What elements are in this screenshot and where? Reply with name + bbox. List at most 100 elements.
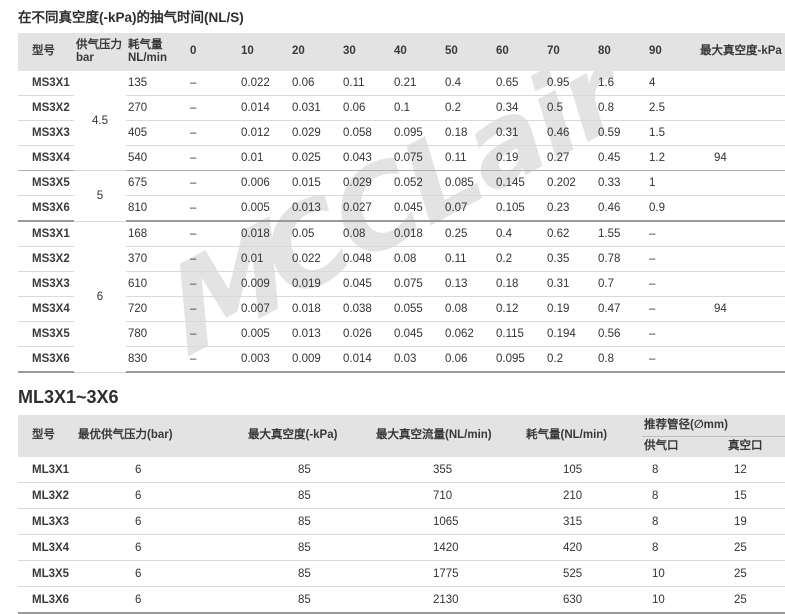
value-cell: 0.009 [290, 346, 341, 373]
value-cell: 0.031 [290, 95, 341, 121]
col-header-air-consumption: 耗气量 NL/min [126, 33, 188, 71]
max-vacuum-cell: 85 [246, 560, 374, 587]
value-cell: 0.1 [392, 95, 443, 121]
max-vacuum-cell: 85 [246, 457, 374, 483]
table-row: ML3X5 6 85 1775 525 10 25 [18, 560, 785, 587]
table-row: ML3X4 6 85 1420 420 8 25 [18, 534, 785, 561]
model-cell: ML3X4 [18, 534, 76, 561]
value-cell: 0.062 [443, 321, 494, 347]
value-cell: 0.56 [596, 321, 647, 347]
col-header-vacuum-90: 90 [647, 33, 698, 71]
value-cell: 0.075 [392, 145, 443, 171]
value-cell: 0.5 [545, 95, 596, 121]
value-cell: 0.23 [545, 195, 596, 222]
vacuum-port-cell: 15 [726, 482, 785, 509]
table-row: MS3X2 370–0.01 0.022 0.048 0.08 0.11 0.2 0.35 0.… [18, 246, 785, 272]
table-row: MS3X4 720–0.007 0.018 0.038 0.055 0.08 0.12 0.1… [18, 296, 785, 322]
value-cell: 0.025 [290, 145, 341, 171]
value-cell: 0.8 [596, 346, 647, 373]
supply-port-cell: 10 [642, 560, 726, 587]
model-cell: MS3X6 [18, 195, 74, 222]
model-cell: ML3X2 [18, 482, 76, 509]
value-cell: – [188, 296, 239, 322]
value-cell: – [647, 221, 698, 247]
value-cell: 0.194 [545, 321, 596, 347]
value-cell: 0.013 [290, 321, 341, 347]
air-consumption-cell: 810 [126, 195, 188, 222]
model-cell: MS3X6 [18, 346, 74, 373]
vacuum-port-cell: 25 [726, 560, 785, 587]
value-cell: – [188, 195, 239, 222]
table-row: MS3X3 610–0.009 0.019 0.045 0.075 0.13 0.18 0.3… [18, 271, 785, 297]
col-header-supply-port: 供气口 [642, 436, 726, 457]
value-cell: 0.11 [341, 71, 392, 96]
air-consumption-cell: 720 [126, 296, 188, 322]
value-cell: 0.06 [341, 95, 392, 121]
value-cell: 0.026 [341, 321, 392, 347]
max-flow-cell: 2130 [374, 586, 524, 614]
model-cell: MS3X2 [18, 246, 74, 272]
max-vacuum-cell [698, 195, 785, 222]
value-cell: 0.47 [596, 296, 647, 322]
max-vacuum-cell [698, 346, 785, 373]
value-cell: 0.048 [341, 246, 392, 272]
value-cell: 0.07 [443, 195, 494, 222]
table-row: MS3X3 405–0.012 0.029 0.058 0.095 0.18 0.31 0.4… [18, 120, 785, 146]
air-consumption-cell: 610 [126, 271, 188, 297]
value-cell: – [188, 170, 239, 196]
model-cell: MS3X2 [18, 95, 74, 121]
air-consumption-cell: 168 [126, 221, 188, 247]
table-row: MS3X6 830–0.003 0.009 0.014 0.03 0.06 0.095 0.2… [18, 346, 785, 373]
value-cell: 0.009 [239, 271, 290, 297]
col-header-max-flow: 最大真空流量(NL/min) [374, 415, 524, 457]
value-cell: 0.038 [341, 296, 392, 322]
col-header-model: 型号 [18, 33, 74, 71]
value-cell: 1.2 [647, 145, 698, 171]
value-cell: 0.11 [443, 145, 494, 171]
max-vacuum-cell [698, 120, 785, 146]
max-vacuum-cell: 85 [246, 508, 374, 535]
air-consumption-cell: 315 [524, 508, 642, 535]
value-cell: – [188, 346, 239, 373]
air-consumption-cell: 630 [524, 586, 642, 614]
col-header-vacuum-30: 30 [341, 33, 392, 71]
value-cell: – [647, 246, 698, 272]
supply-port-cell: 8 [642, 534, 726, 561]
value-cell: – [188, 120, 239, 146]
value-cell: 0.06 [443, 346, 494, 373]
table-row: ML3X3 6 85 1065 315 8 19 [18, 508, 785, 535]
supply-port-cell: 8 [642, 508, 726, 535]
value-cell: 0.03 [392, 346, 443, 373]
value-cell: 0.022 [290, 246, 341, 272]
value-cell: 0.62 [545, 221, 596, 247]
value-cell: – [188, 271, 239, 297]
optimal-pressure-cell: 6 [76, 560, 246, 587]
air-consumption-cell: 135 [126, 71, 188, 96]
max-vacuum-cell [698, 271, 785, 297]
max-flow-cell: 355 [374, 457, 524, 483]
air-consumption-label: 耗气量 [128, 39, 163, 51]
col-header-supply-pressure: 供气压力 bar [74, 33, 126, 71]
value-cell: 4 [647, 71, 698, 96]
col-header-vacuum-20: 20 [290, 33, 341, 71]
max-vacuum-cell [698, 246, 785, 272]
value-cell: 0.013 [290, 195, 341, 222]
max-vacuum-cell: 94 [698, 296, 785, 322]
value-cell: 0.18 [443, 120, 494, 146]
value-cell: 1 [647, 170, 698, 196]
max-vacuum-cell [698, 170, 785, 196]
value-cell: 0.003 [239, 346, 290, 373]
table-row: MS3X1 6 168–0.018 0.05 0.08 0.018 0.25 0.4 0.62 1… [18, 221, 785, 373]
supply-port-cell: 8 [642, 457, 726, 483]
value-cell: 0.05 [290, 221, 341, 247]
model-cell: ML3X6 [18, 586, 76, 614]
air-consumption-cell: 210 [524, 482, 642, 509]
col-header-pipe-diameter: 推荐管径(∅mm) [642, 415, 785, 437]
model-cell: MS3X3 [18, 120, 74, 146]
max-vacuum-cell: 94 [698, 145, 785, 171]
value-cell: 0.78 [596, 246, 647, 272]
sub-header-row: 供气口 真空口 [18, 436, 785, 457]
air-consumption-unit: NL/min [128, 52, 167, 64]
table-row: MS3X1 4.5 135–0.022 0.06 0.11 0.21 0.4 0.65 0.95… [18, 71, 785, 171]
air-consumption-cell: 105 [524, 457, 642, 483]
